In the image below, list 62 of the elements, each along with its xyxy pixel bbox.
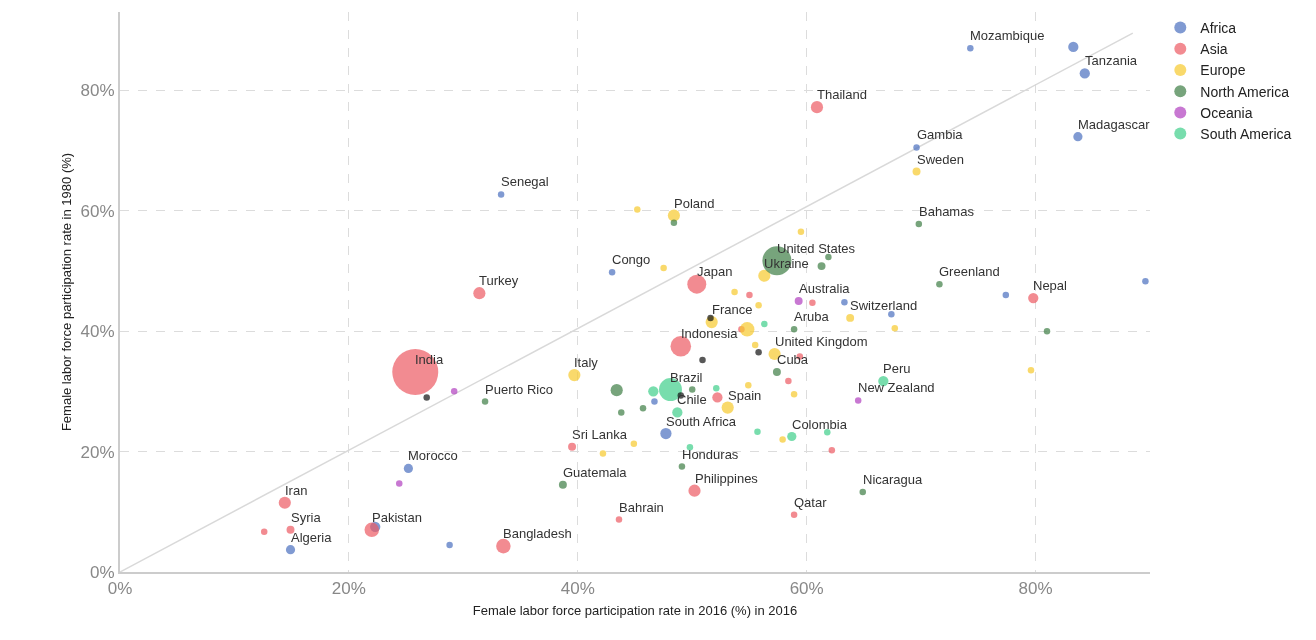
annotation: Japan <box>697 264 733 279</box>
y-tick-label: 20% <box>80 442 115 462</box>
legend-label: Asia <box>1200 41 1228 58</box>
y-tick-label: 80% <box>80 81 115 101</box>
annotation: France <box>712 302 753 317</box>
annotation: Poland <box>674 196 715 211</box>
annotation: Bangladesh <box>503 526 572 541</box>
annotation: Philippines <box>695 471 759 486</box>
annotation: Aruba <box>794 309 830 324</box>
annotation: Senegal <box>501 174 549 189</box>
annotation: Iran <box>285 483 308 498</box>
annotation: Sweden <box>917 152 964 167</box>
annotation: South Africa <box>666 414 737 429</box>
annotation: Colombia <box>792 417 848 432</box>
annotation: Spain <box>728 388 762 403</box>
annotation: Syria <box>291 510 322 525</box>
x-axis-title: Female labor force participation rate in 2016 (%) in 2016 <box>472 602 798 618</box>
annotation: Pakistan <box>372 510 422 525</box>
annotation: Tanzania <box>1085 53 1138 68</box>
annotation: United States <box>777 241 856 256</box>
annotation: Cuba <box>777 352 809 367</box>
annotation: New Zealand <box>858 380 935 395</box>
annotation: Brazil <box>670 370 703 385</box>
annotation: Mozambique <box>970 28 1045 43</box>
annotation: Italy <box>574 355 599 370</box>
legend-label: South America <box>1200 126 1292 143</box>
annotation: Australia <box>799 281 851 296</box>
y-tick-label: 60% <box>80 201 115 221</box>
y-tick-label: 40% <box>80 322 115 342</box>
annotation: Madagascar <box>1078 117 1151 132</box>
annotation: Puerto Rico <box>485 382 553 397</box>
annotation: Nepal <box>1033 278 1068 293</box>
annotation: Thailand <box>817 87 867 102</box>
annotation: Indonesia <box>681 326 739 341</box>
annotation: Algeria <box>291 530 333 545</box>
annotation: Qatar <box>794 495 828 510</box>
y-tick-label: 0% <box>90 562 115 582</box>
annotation: Bahamas <box>919 204 975 219</box>
annotation: Turkey <box>479 273 519 288</box>
legend-label: Africa <box>1200 20 1237 37</box>
annotation: Greenland <box>939 264 1000 279</box>
annotation: United Kingdom <box>775 334 868 349</box>
annotation: Congo <box>612 252 651 267</box>
annotation: Bahrain <box>619 500 664 515</box>
annotation: Nicaragua <box>863 472 924 487</box>
annotation: Chile <box>677 392 707 407</box>
x-tick-label: 40% <box>560 579 595 599</box>
annotation: Morocco <box>408 448 458 463</box>
annotation: Guatemala <box>563 465 628 480</box>
y-axis-title: Female labor force participation rate in 1980 (%) <box>59 152 75 432</box>
annotation: Gambia <box>917 127 964 142</box>
legend-label: Europe <box>1200 62 1246 79</box>
x-tick-label: 60% <box>789 579 824 599</box>
annotation: Switzerland <box>850 298 918 313</box>
legend-label: North America <box>1200 83 1290 100</box>
annotation: Sri Lanka <box>572 427 628 442</box>
annotation: Honduras <box>682 447 739 462</box>
x-tick-label: 80% <box>1018 579 1053 599</box>
x-tick-label: 20% <box>331 579 366 599</box>
annotation: Peru <box>883 361 911 376</box>
legend-label: Oceania <box>1200 104 1253 121</box>
x-tick-label: 0% <box>107 579 133 599</box>
